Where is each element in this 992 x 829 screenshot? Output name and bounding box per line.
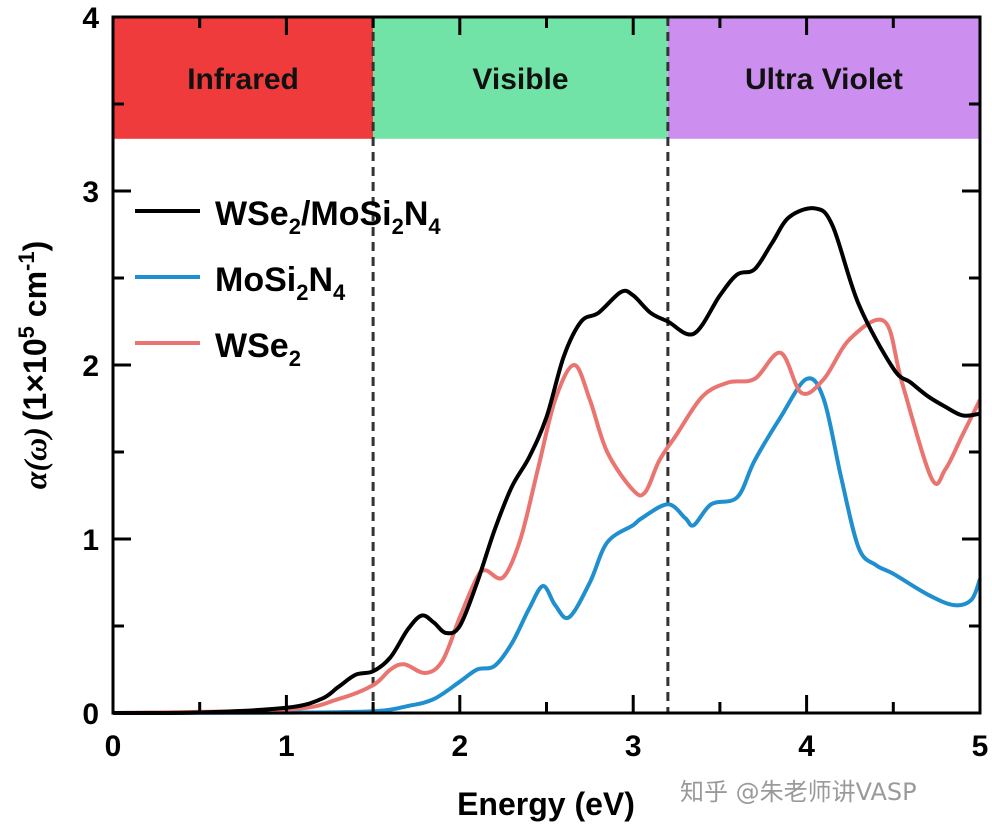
region-infrared xyxy=(113,17,374,139)
x-tick-label: 5 xyxy=(972,730,989,763)
x-tick-label: 4 xyxy=(798,730,815,763)
y-tick-label: 3 xyxy=(82,176,99,209)
watermark: 知乎 @朱老师讲VASP xyxy=(680,778,917,806)
region-label: Ultra Violet xyxy=(745,63,903,96)
region-ultra-violet xyxy=(667,17,980,139)
y-tick-label: 2 xyxy=(82,350,99,383)
legend-text-part: 2 xyxy=(392,214,404,239)
y-tick-label: 0 xyxy=(82,698,99,731)
legend-label: WSe2/MoSi2N4 xyxy=(215,195,441,239)
region-label: Infrared xyxy=(187,63,299,96)
x-tick-label: 2 xyxy=(451,730,468,763)
legend-text-part: /MoSi xyxy=(301,195,392,233)
legend-text-part: MoSi xyxy=(215,261,296,299)
y-tick-label: 1 xyxy=(82,524,99,557)
y-axis-label: α(ω)(1×105 cm-1) xyxy=(14,241,53,490)
x-tick-label: 3 xyxy=(625,730,642,763)
legend-text-part: WSe xyxy=(215,195,289,233)
x-tick-label: 1 xyxy=(278,730,295,763)
x-axis-label: Energy (eV) xyxy=(457,786,635,822)
legend-text-part: 2 xyxy=(289,346,301,371)
legend-text-part: 4 xyxy=(333,280,346,305)
legend-text-part: 2 xyxy=(289,214,301,239)
legend-text-part: N xyxy=(404,195,429,233)
legend-text-part: WSe xyxy=(215,327,289,365)
legend-text-part: N xyxy=(308,261,333,299)
x-tick-label: 0 xyxy=(105,730,122,763)
legend-text-part: 4 xyxy=(428,214,441,239)
series-line-wse2-mosi2n4 xyxy=(112,206,981,716)
region-label: Visible xyxy=(472,63,568,96)
legend-text-part: 2 xyxy=(296,280,308,305)
legend-label: MoSi2N4 xyxy=(215,261,346,305)
series-line-mosi2n4 xyxy=(112,376,982,715)
legend-label: WSe2 xyxy=(215,327,301,371)
region-visible xyxy=(373,17,668,139)
y-tick-label: 4 xyxy=(82,2,99,35)
